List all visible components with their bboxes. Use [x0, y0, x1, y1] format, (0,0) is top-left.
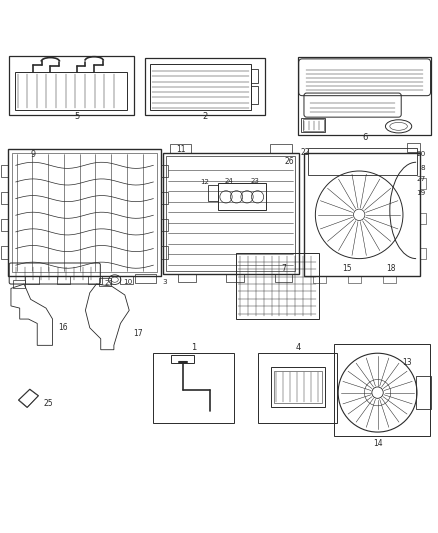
Text: 14: 14 [373, 439, 382, 448]
Text: 20: 20 [416, 151, 425, 157]
Text: 4: 4 [295, 343, 300, 352]
Bar [8, 149, 161, 276]
Text: 21: 21 [104, 280, 113, 286]
Bar [99, 278, 111, 286]
Bar [161, 219, 168, 231]
Bar [161, 165, 168, 177]
Text: 13: 13 [402, 358, 412, 367]
Bar [171, 355, 194, 363]
Text: 2: 2 [202, 112, 208, 121]
Bar [348, 276, 361, 282]
Text: 25: 25 [43, 399, 53, 408]
Text: 16: 16 [59, 324, 68, 332]
Text: 15: 15 [343, 264, 352, 273]
Bar [13, 280, 25, 288]
Text: 26: 26 [284, 157, 294, 166]
Bar [274, 371, 322, 403]
Bar [416, 376, 431, 409]
Bar [1, 192, 8, 204]
Bar [161, 192, 168, 204]
Bar [161, 246, 168, 259]
Bar [270, 144, 292, 152]
Text: 8: 8 [420, 165, 425, 171]
Text: 1: 1 [191, 343, 196, 352]
Bar [1, 219, 8, 231]
Text: 10: 10 [123, 279, 133, 285]
Bar [218, 183, 266, 211]
Text: 3: 3 [162, 279, 166, 285]
Text: 19: 19 [416, 190, 425, 196]
Bar [178, 274, 196, 282]
Bar [170, 144, 191, 152]
Bar [163, 152, 299, 274]
Bar [258, 353, 337, 423]
Bar [25, 276, 39, 284]
Text: 24: 24 [225, 177, 233, 184]
Bar [420, 213, 426, 223]
Bar [226, 274, 244, 282]
Bar [9, 56, 134, 115]
Bar [303, 119, 324, 131]
Text: 18: 18 [386, 264, 396, 273]
Text: 27: 27 [416, 176, 425, 182]
Bar [150, 64, 251, 110]
Text: 6: 6 [362, 133, 367, 142]
Bar [120, 276, 133, 284]
Bar [298, 57, 431, 135]
Bar [251, 86, 258, 104]
Bar [275, 274, 292, 282]
Bar [420, 178, 426, 189]
Text: 5: 5 [74, 112, 79, 121]
Bar [308, 148, 417, 174]
Bar [88, 276, 102, 284]
Bar [383, 276, 396, 282]
Bar [236, 253, 319, 319]
Bar [1, 165, 8, 177]
Text: 9: 9 [30, 150, 35, 159]
Bar [301, 118, 325, 133]
Bar [313, 276, 326, 282]
Bar [166, 156, 295, 271]
Bar [153, 353, 234, 423]
Bar [15, 72, 127, 110]
Bar [334, 344, 430, 437]
Bar [271, 367, 325, 407]
Bar [145, 59, 265, 115]
Bar [304, 152, 420, 276]
Text: 11: 11 [177, 144, 186, 154]
Bar [208, 185, 218, 201]
Bar [57, 276, 70, 284]
Text: 22: 22 [300, 148, 310, 157]
Bar [1, 246, 8, 259]
Text: 7: 7 [281, 264, 286, 273]
Bar [135, 274, 156, 282]
Bar [407, 143, 420, 152]
Text: 23: 23 [251, 177, 260, 184]
Bar [251, 69, 258, 83]
Text: 17: 17 [133, 328, 143, 337]
Bar [420, 248, 426, 259]
Text: 12: 12 [201, 179, 209, 184]
Bar [12, 154, 157, 272]
